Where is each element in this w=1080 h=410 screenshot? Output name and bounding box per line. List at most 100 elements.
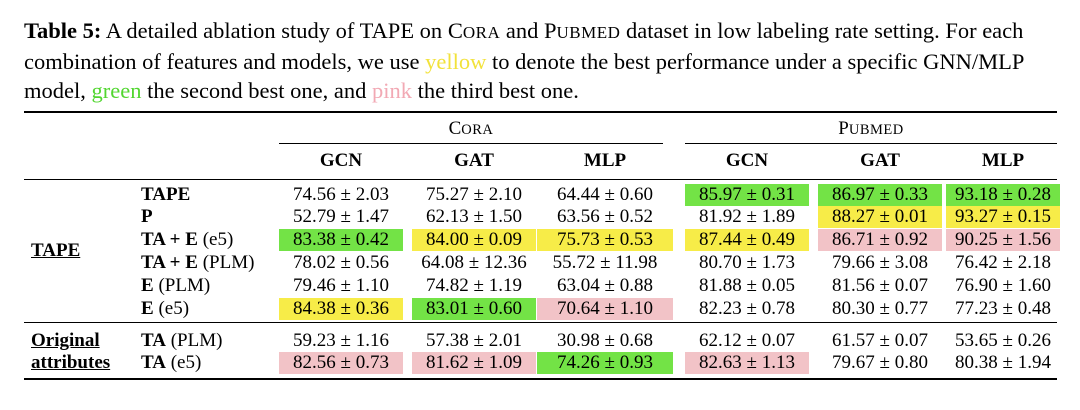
column-header-mlp: MLP [583, 150, 627, 171]
row-label: TA (e5) [141, 352, 201, 374]
group-initial: P [838, 118, 849, 139]
table-cell: 55.72 ± 11.98 [552, 252, 658, 273]
row-label-suffix: (e5) [153, 298, 190, 319]
row-label: TA + E (PLM) [141, 252, 254, 274]
row-label-name: P [141, 206, 153, 227]
table-cell: 86.71 ± 0.92 [818, 229, 942, 251]
table-cell: 75.27 ± 2.10 [426, 184, 522, 205]
row-label: TAPE [141, 184, 190, 206]
row-label: P [141, 206, 153, 228]
top-rule [24, 111, 1057, 113]
caption-text-4: the second best one, and [141, 78, 373, 103]
table-cell: 93.27 ± 0.15 [946, 206, 1060, 228]
caption-label: Table 5: [24, 18, 102, 43]
table-cell: 78.02 ± 0.56 [293, 252, 389, 273]
row-label-name: TAPE [141, 184, 191, 205]
table-cell: 62.12 ± 0.07 [699, 330, 795, 351]
row-label: E (e5) [141, 298, 189, 320]
column-header-gcn: GCN [725, 150, 769, 171]
table-cell: 81.62 ± 1.09 [412, 352, 536, 374]
caption-text-5: the third best one. [412, 78, 579, 103]
caption-pubmed-initial: P [543, 18, 557, 43]
table-cell: 80.30 ± 0.77 [832, 298, 928, 319]
column-header-gcn: GCN [319, 150, 363, 171]
row-label-name: E [141, 298, 154, 319]
caption-cora-initial: C [447, 18, 463, 43]
table-cell: 87.44 ± 0.49 [685, 229, 809, 251]
group-rest: ORA [461, 122, 494, 138]
table-cell: 53.65 ± 0.26 [955, 330, 1051, 351]
table-cell: 85.97 ± 0.31 [685, 184, 809, 206]
table-cell: 90.25 ± 1.56 [946, 229, 1060, 251]
table-cell: 81.92 ± 1.89 [699, 206, 795, 227]
table-cell: 30.98 ± 0.68 [557, 330, 653, 351]
section-rule [24, 322, 1057, 323]
table-cell: 62.13 ± 1.50 [426, 206, 522, 227]
table-cell: 74.56 ± 2.03 [293, 184, 389, 205]
table-cell: 83.38 ± 0.42 [279, 229, 403, 251]
row-label-name: E [141, 275, 154, 296]
table-cell: 88.27 ± 0.01 [818, 206, 942, 228]
group-header-cora: CORA [279, 118, 663, 140]
table-cell: 79.66 ± 3.08 [832, 252, 928, 273]
table-cell: 76.42 ± 2.18 [955, 252, 1051, 273]
table-cell: 74.26 ± 0.93 [537, 352, 673, 374]
caption-yellow-word: yellow [425, 49, 487, 74]
bottom-rule [24, 378, 1057, 380]
group-header-pubmed: PUBMED [685, 118, 1057, 140]
table-caption: Table 5: A detailed ablation study of TA… [24, 16, 1060, 105]
table-cell: 80.70 ± 1.73 [699, 252, 795, 273]
row-label-suffix: (PLM) [165, 330, 223, 351]
section-label-tape: TAPE [31, 240, 81, 261]
row-label-suffix: (PLM) [153, 275, 211, 296]
table-cell: 81.88 ± 0.05 [699, 275, 795, 296]
table-cell: 57.38 ± 2.01 [426, 330, 522, 351]
column-header-gat: GAT [454, 150, 494, 171]
table-cell: 82.23 ± 0.78 [699, 298, 795, 319]
row-label-suffix: (e5) [165, 352, 202, 373]
caption-text-1: A detailed ablation study of TAPE on [101, 18, 448, 43]
row-label-name: TA [141, 330, 166, 351]
row-label-name: TA + E [141, 252, 198, 273]
row-label: E (PLM) [141, 275, 210, 297]
table-cell: 82.63 ± 1.13 [685, 352, 809, 374]
table-cell: 59.23 ± 1.16 [293, 330, 389, 351]
table-cell: 93.18 ± 0.28 [946, 184, 1060, 206]
group-initial: C [448, 118, 462, 139]
table-cell: 75.73 ± 0.53 [537, 229, 673, 251]
caption-pink-word: pink [372, 78, 413, 103]
table-cell: 82.56 ± 0.73 [279, 352, 403, 374]
table-cell: 80.38 ± 1.94 [955, 352, 1051, 373]
header-rule [24, 179, 1057, 180]
caption-text-2: dataset in low labeling rate setting. Fo… [24, 18, 1024, 74]
table-cell: 63.04 ± 0.88 [557, 275, 653, 296]
table-cell: 83.01 ± 0.60 [412, 298, 536, 320]
row-label: TA (PLM) [141, 330, 222, 352]
table-cell: 64.08 ± 12.36 [421, 252, 527, 273]
section-label-original: Original [31, 330, 100, 351]
table-cell: 84.38 ± 0.36 [279, 298, 403, 320]
row-label-suffix: (PLM) [197, 252, 255, 273]
caption-green-word: green [91, 78, 142, 103]
column-header-gat: GAT [860, 150, 900, 171]
table-cell: 77.23 ± 0.48 [955, 298, 1051, 319]
table-cell: 76.90 ± 1.60 [955, 275, 1051, 296]
caption-pubmed-rest: UBMED [556, 23, 621, 42]
caption-and: and [500, 18, 544, 43]
table-cell: 81.56 ± 0.07 [832, 275, 928, 296]
caption-cora-rest: ORA [462, 23, 501, 42]
table-cell: 61.57 ± 0.07 [832, 330, 928, 351]
table-cell: 63.56 ± 0.52 [557, 206, 653, 227]
table-cell: 64.44 ± 0.60 [557, 184, 653, 205]
column-header-mlp: MLP [981, 150, 1025, 171]
table-cell: 79.67 ± 0.80 [832, 352, 928, 373]
table-cell: 86.97 ± 0.33 [818, 184, 942, 206]
pubmed-group-rule [685, 143, 1057, 144]
row-label: TA + E (e5) [141, 229, 233, 251]
row-label-name: TA + E [141, 229, 198, 250]
cora-group-rule [279, 143, 663, 144]
group-rest: UBMED [848, 122, 904, 138]
table-cell: 74.82 ± 1.19 [426, 275, 522, 296]
row-label-name: TA [141, 352, 166, 373]
table-cell: 79.46 ± 1.10 [293, 275, 389, 296]
